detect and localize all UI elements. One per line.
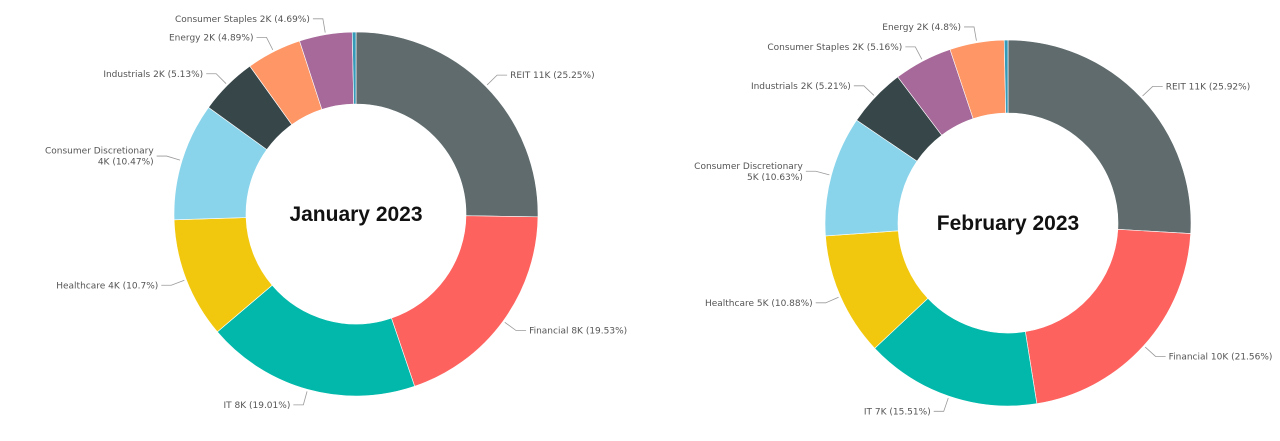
leader-line [933, 397, 949, 412]
data-label-energy: Energy 2K (4.89%) [169, 33, 253, 43]
leader-line [805, 170, 830, 176]
leader-line [293, 391, 308, 406]
data-label-reit: REIT 11K (25.92%) [1166, 82, 1251, 92]
slice-reit[interactable] [355, 31, 539, 218]
data-label-industrials: Industrials 2K (5.13%) [103, 70, 203, 80]
data-label-financial: Financial 8K (19.53%) [529, 327, 627, 337]
leader-line [1142, 86, 1163, 97]
slice-reit[interactable] [1007, 39, 1192, 234]
donut-chart-january: REIT 11K (25.25%) Financial 8K (19.53%) IT… [45, 15, 627, 411]
leader-line [964, 26, 977, 41]
slice-financial[interactable] [1025, 229, 1192, 405]
leader-line [815, 296, 839, 304]
slice-financial[interactable] [391, 215, 539, 387]
leader-line [206, 73, 227, 84]
data-label-consumer-staples: Consumer Staples 2K (5.16%) [767, 43, 902, 53]
leader-line [853, 85, 875, 96]
data-label-reit: REIT 11K (25.25%) [510, 71, 595, 81]
data-label-healthcare: Healthcare 5K (10.88%) [705, 299, 813, 309]
leader-line [156, 155, 181, 161]
data-label-it: IT 8K (19.01%) [223, 401, 290, 411]
leader-line [161, 279, 185, 286]
chart-title: January 2023 [289, 203, 422, 226]
chart-title: February 2023 [937, 212, 1079, 235]
data-label-industrials: Industrials 2K (5.21%) [751, 82, 851, 92]
leader-line [256, 36, 274, 51]
data-label-consumer-discretionary: Consumer Discretionary 4K (10.47%) [45, 147, 154, 168]
data-label-consumer-discretionary: Consumer Discretionary 5K (10.63%) [694, 162, 803, 183]
slice-other[interactable] [1003, 39, 1009, 114]
leader-line [504, 321, 527, 331]
leader-line [1144, 346, 1166, 357]
leader-line [486, 74, 508, 86]
data-label-it: IT 7K (15.51%) [864, 407, 931, 417]
donut-chart-february: REIT 11K (25.92%) Financial 10K (21.56%) I… [694, 23, 1273, 417]
data-label-energy: Energy 2K (4.8%) [882, 23, 961, 33]
data-label-financial: Financial 10K (21.56%) [1169, 352, 1273, 362]
slice-other[interactable] [351, 31, 357, 105]
data-label-healthcare: Healthcare 4K (10.7%) [56, 281, 158, 291]
leader-line [905, 46, 923, 60]
leader-line [312, 18, 326, 33]
data-label-consumer-staples: Consumer Staples 2K (4.69%) [175, 15, 310, 25]
